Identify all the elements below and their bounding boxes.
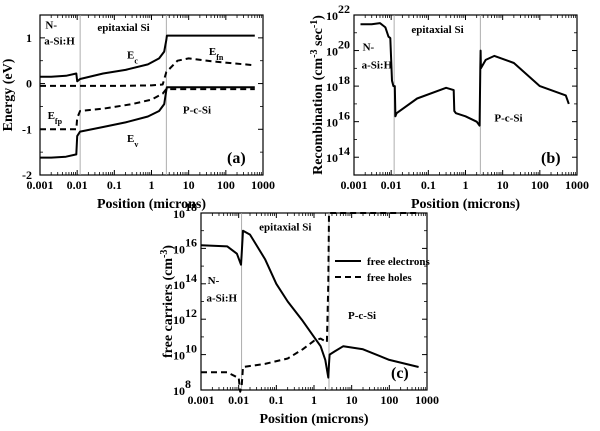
region-annotation: epitaxial Si xyxy=(97,22,149,34)
region-annotation: a-Si:H xyxy=(207,293,238,305)
region-annotation: P-c-Si xyxy=(183,104,211,116)
y-tick-label: 10 xyxy=(326,9,338,23)
y-tick-exponent: 10 xyxy=(185,342,197,356)
y-tick-label: 10 xyxy=(173,207,185,221)
x-tick-label: 10 xyxy=(183,178,195,192)
x-tick-label: 0.001 xyxy=(188,393,215,407)
panel-label: (c) xyxy=(391,365,409,382)
x-tick-label: 1000 xyxy=(565,178,589,192)
region-annotation: a-Si:H xyxy=(44,36,75,48)
energy-level-label: Efn xyxy=(209,46,224,62)
y-tick-exponent: 16 xyxy=(338,109,350,123)
panel-a: 0.001 0.01 0.1 1 10 100 1000 -2 -1 0 1 Position (mi… xyxy=(1,14,275,212)
y-tick-label: 10 xyxy=(326,116,338,130)
x-tick-label: 0.01 xyxy=(228,393,249,407)
region-annotation: P-c-Si xyxy=(348,310,376,322)
panel-label: (b) xyxy=(541,150,561,167)
y-axis-label: Energy (eV) xyxy=(1,58,16,131)
series-line-e-fp xyxy=(40,88,255,131)
x-tick-label: 0.01 xyxy=(67,178,88,192)
x-axis-label: Position (microns) xyxy=(97,197,206,212)
y-tick-exponent: 20 xyxy=(338,38,350,52)
y-tick-label: 10 xyxy=(326,151,338,165)
region-annotation: P-c-Si xyxy=(494,113,522,125)
x-axis-label: Position (microns) xyxy=(259,412,368,427)
x-tick-label: 100 xyxy=(531,178,549,192)
y-tick-exponent: 14 xyxy=(338,144,350,158)
x-tick-label: 10 xyxy=(497,178,509,192)
y-tick-label: 1 xyxy=(26,31,32,45)
region-annotation: N- xyxy=(45,20,57,32)
y-tick-exponent: 18 xyxy=(185,200,197,214)
y-tick-label: 10 xyxy=(173,313,185,327)
region-annotation: a-Si:H xyxy=(362,59,393,71)
series-line-free-holes xyxy=(201,212,419,393)
y-tick-exponent: 14 xyxy=(185,271,197,285)
x-tick-label: 0.1 xyxy=(269,393,284,407)
legend-label: free electrons xyxy=(367,256,431,268)
x-tick-label: 1 xyxy=(311,393,317,407)
region-annotation: N- xyxy=(363,42,375,54)
series-line-e-c xyxy=(40,34,255,83)
y-tick-label: 10 xyxy=(326,45,338,59)
y-tick-label: 10 xyxy=(173,242,185,256)
region-annotation: epitaxial Si xyxy=(259,222,311,234)
y-tick-label: 10 xyxy=(173,349,185,363)
y-tick-label: 10 xyxy=(173,278,185,292)
y-tick-exponent: 18 xyxy=(338,73,350,87)
x-tick-label: 10 xyxy=(346,393,358,407)
x-tick-label: 1000 xyxy=(415,393,439,407)
series-line-recombination xyxy=(360,22,570,127)
series-line-e-v xyxy=(40,86,255,159)
x-tick-label: 100 xyxy=(380,393,398,407)
x-tick-label: 0.1 xyxy=(421,178,436,192)
series-line-e-fn xyxy=(40,57,255,87)
energy-level-label: Ec xyxy=(127,49,138,65)
y-tick-label: -1 xyxy=(22,122,32,136)
y-axis-label: free carriers (cm-3) xyxy=(159,245,177,358)
y-tick-label: 10 xyxy=(326,80,338,94)
region-annotation: epitaxial Si xyxy=(411,24,463,36)
y-tick-exponent: 16 xyxy=(185,235,197,249)
y-tick-exponent: 8 xyxy=(185,377,191,391)
y-tick-exponent: 22 xyxy=(338,2,350,16)
y-tick-label: -2 xyxy=(22,168,32,182)
x-tick-label: 0.001 xyxy=(27,178,54,192)
x-tick-label: 0.001 xyxy=(341,178,368,192)
x-tick-label: 1 xyxy=(149,178,155,192)
region-annotation: N- xyxy=(208,275,220,287)
x-tick-label: 100 xyxy=(217,178,235,192)
x-tick-label: 0.1 xyxy=(107,178,122,192)
y-tick-label: 10 xyxy=(173,384,185,398)
x-tick-label: 1 xyxy=(463,178,469,192)
y-tick-label: 0 xyxy=(26,77,32,91)
y-axis-label: Recombination (cm-3 sec-1) xyxy=(309,15,327,175)
energy-level-label: Efp xyxy=(48,110,63,126)
x-axis-label: Position (microns) xyxy=(411,197,520,212)
legend-label: free holes xyxy=(367,272,412,284)
energy-level-label: Ev xyxy=(127,133,138,149)
panel-label: (a) xyxy=(227,150,246,167)
x-tick-label: 0.01 xyxy=(381,178,402,192)
series-line-free-electrons xyxy=(200,229,419,379)
y-tick-exponent: 12 xyxy=(185,306,197,320)
x-tick-label: 1000 xyxy=(251,178,275,192)
